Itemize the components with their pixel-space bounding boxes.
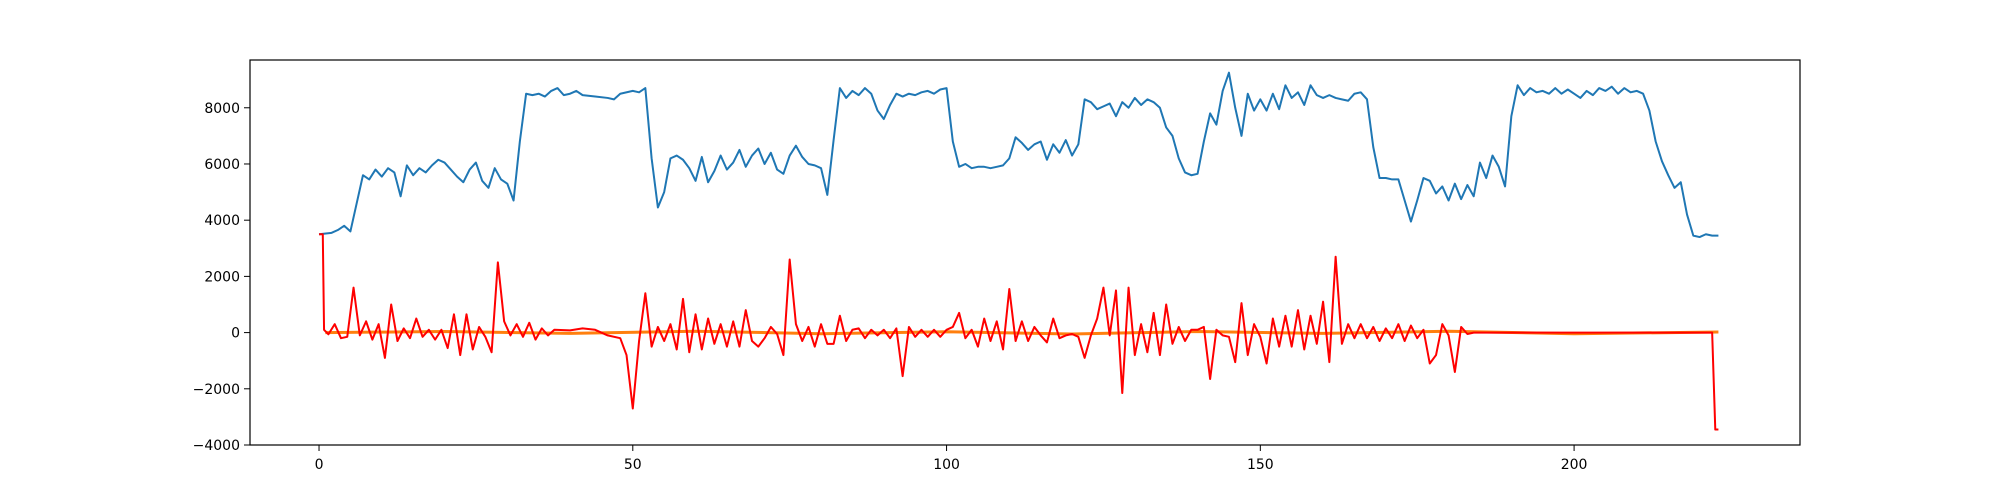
x-tick-label: 50 — [624, 457, 642, 473]
x-tick-label: 200 — [1561, 457, 1588, 473]
y-tick-label: 0 — [231, 326, 240, 342]
y-tick-label: 6000 — [204, 157, 240, 173]
series-line-1 — [318, 71, 1719, 239]
y-tick-label: 2000 — [204, 269, 240, 285]
y-axis: −4000 −2000 0 2000 4000 6000 8000 — [193, 101, 250, 454]
x-axis: 0 50 100 150 200 — [315, 445, 1588, 473]
plot-area-frame — [249, 59, 1801, 446]
y-tick-label: 4000 — [204, 213, 240, 229]
x-tick-label: 0 — [315, 457, 324, 473]
y-tick-label: 8000 — [204, 101, 240, 117]
series-layer — [318, 71, 1719, 431]
x-tick-label: 100 — [933, 457, 960, 473]
y-tick-label: −2000 — [193, 382, 240, 398]
series-line-3 — [319, 233, 1719, 431]
y-tick-label: −4000 — [193, 438, 240, 454]
x-tick-label: 150 — [1247, 457, 1274, 473]
series-line-2 — [325, 329, 1719, 336]
